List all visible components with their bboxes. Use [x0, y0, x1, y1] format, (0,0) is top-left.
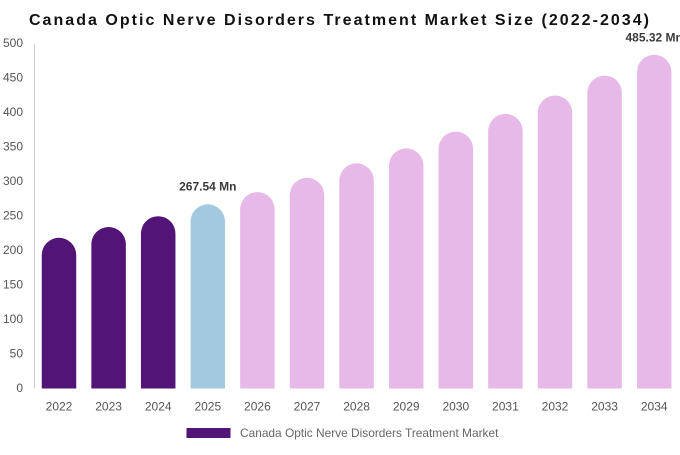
svg-text:2031: 2031	[492, 400, 519, 414]
svg-text:2033: 2033	[591, 400, 618, 414]
svg-text:350: 350	[3, 139, 23, 153]
svg-text:2029: 2029	[393, 400, 420, 414]
svg-text:2028: 2028	[343, 400, 370, 414]
svg-text:2023: 2023	[95, 400, 122, 414]
svg-text:485.32 Mn: 485.32 Mn	[626, 31, 680, 45]
svg-text:267.54 Mn: 267.54 Mn	[179, 180, 236, 194]
svg-text:2032: 2032	[542, 400, 569, 414]
svg-text:0: 0	[16, 381, 23, 395]
svg-text:450: 450	[3, 70, 23, 84]
svg-text:2034: 2034	[641, 400, 668, 414]
svg-text:2022: 2022	[46, 400, 73, 414]
svg-text:200: 200	[3, 243, 23, 257]
svg-text:100: 100	[3, 312, 23, 326]
svg-text:2030: 2030	[442, 400, 469, 414]
svg-text:Canada Optic Nerve Disorders T: Canada Optic Nerve Disorders Treatment M…	[240, 426, 499, 440]
svg-text:250: 250	[3, 208, 23, 222]
svg-text:400: 400	[3, 105, 23, 119]
svg-text:2026: 2026	[244, 400, 271, 414]
svg-text:Canada Optic Nerve Disorders T: Canada Optic Nerve Disorders Treatment M…	[29, 12, 651, 29]
svg-text:2024: 2024	[145, 400, 172, 414]
svg-text:50: 50	[10, 346, 24, 360]
svg-text:500: 500	[3, 36, 23, 50]
svg-text:2025: 2025	[194, 400, 221, 414]
svg-text:150: 150	[3, 277, 23, 291]
svg-text:300: 300	[3, 174, 23, 188]
svg-text:2027: 2027	[294, 400, 321, 414]
